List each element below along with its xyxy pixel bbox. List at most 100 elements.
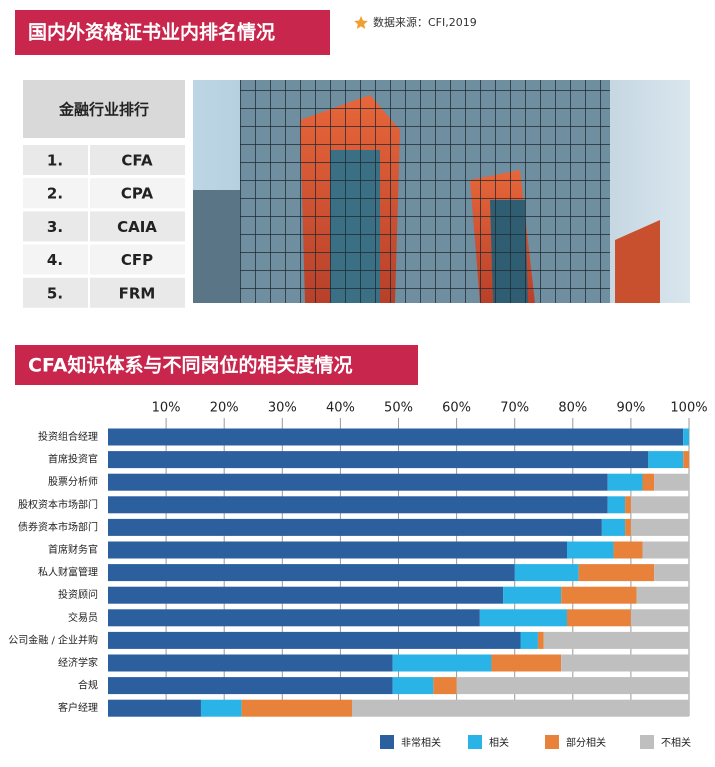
y-tick-label: 经济学家: [58, 656, 98, 669]
x-tick-label: 30%: [268, 401, 297, 416]
bar-segment: [654, 473, 689, 491]
photo: [193, 80, 690, 303]
bar-segment: [636, 586, 689, 604]
bar-segment: [108, 564, 515, 582]
bar-segment: [601, 518, 626, 536]
bar-segment: [543, 631, 689, 649]
banner: [15, 345, 418, 385]
bar-segment: [578, 564, 655, 582]
legend-swatch: [640, 735, 654, 749]
y-tick-label: 交易员: [68, 611, 98, 624]
rank-name: CPA: [121, 185, 154, 203]
bar-segment: [654, 564, 689, 582]
y-tick-label: 投资顾问: [58, 588, 98, 601]
bar-segment: [648, 451, 684, 469]
table-cell-bg: [90, 244, 185, 275]
bar-segment: [607, 473, 643, 491]
table-cell-bg: [90, 145, 185, 175]
bar-segment: [625, 518, 631, 536]
bar-segment: [630, 518, 689, 536]
x-tick-label: 100%: [670, 401, 707, 416]
banner-title: 国内外资格证书业内排名情况: [28, 21, 275, 44]
x-tick-label: 20%: [210, 401, 239, 416]
rank-number: 3.: [47, 218, 63, 236]
rank-name: FRM: [119, 284, 156, 302]
table-cell-bg: [90, 211, 185, 242]
bar-segment: [642, 541, 689, 559]
legend-swatch: [545, 735, 559, 749]
bar-segment: [503, 586, 562, 604]
y-tick-label: 客户经理: [58, 701, 98, 714]
bar-segment: [433, 677, 457, 695]
legend-swatch: [468, 735, 482, 749]
bar-segment: [108, 586, 504, 604]
y-tick-label: 首席投资官: [48, 453, 98, 466]
rank-name: CAIA: [117, 218, 157, 236]
x-tick-label: 60%: [442, 401, 471, 416]
table-cell-bg: [23, 244, 88, 275]
bar-segment: [683, 428, 689, 446]
bar-segment: [561, 654, 689, 672]
x-tick-label: 40%: [326, 401, 355, 416]
bar-segment: [108, 473, 608, 491]
rank-number: 4.: [47, 251, 63, 269]
bar-segment: [108, 541, 567, 559]
legend-swatch: [380, 735, 394, 749]
x-tick-label: 80%: [558, 401, 587, 416]
bar-segment: [392, 677, 434, 695]
table-cell-bg: [23, 211, 88, 242]
y-tick-label: 投资组合经理: [38, 430, 98, 443]
bar-segment: [108, 428, 684, 446]
bar-segment: [566, 609, 631, 627]
bar-segment: [108, 677, 393, 695]
bar-segment: [625, 496, 631, 514]
table-header: 金融行业排行: [58, 101, 149, 119]
bar-segment: [108, 699, 201, 717]
x-tick-label: 10%: [152, 401, 181, 416]
x-tick-label: 70%: [500, 401, 529, 416]
table-cell-bg: [90, 178, 185, 209]
bar-segment: [566, 541, 614, 559]
table-header-bg: [23, 80, 185, 138]
y-tick-label: 股权资本市场部门: [18, 498, 98, 511]
y-tick-label: 私人财富管理: [38, 566, 98, 579]
bar-segment: [561, 586, 637, 604]
rank-number: 1.: [47, 152, 63, 170]
legend-label: 不相关: [661, 736, 691, 749]
legend-label: 相关: [489, 736, 509, 749]
bar-segment: [514, 564, 579, 582]
bar-segment: [108, 451, 649, 469]
rank-name: CFP: [121, 251, 153, 269]
bar-segment: [108, 631, 521, 649]
bar-segment: [683, 451, 689, 469]
bar-segment: [607, 496, 626, 514]
source: 数据来源：CFI,2019: [373, 15, 477, 29]
x-tick-label: 50%: [384, 401, 413, 416]
bar-segment: [108, 496, 608, 514]
bar-segment: [520, 631, 538, 649]
bar-segment: [392, 654, 492, 672]
table-cell-bg: [23, 178, 88, 209]
rank-number: 2.: [47, 185, 63, 203]
table-cell-bg: [90, 277, 185, 308]
banner: [15, 10, 330, 55]
y-tick-label: 债券资本市场部门: [18, 520, 98, 533]
bar-segment: [613, 541, 643, 559]
bar-segment: [352, 699, 689, 717]
legend-label: 非常相关: [401, 736, 441, 749]
bar-segment: [108, 518, 602, 536]
bar-segment: [108, 654, 393, 672]
rank-number: 5.: [47, 284, 63, 302]
bar-segment: [241, 699, 353, 717]
legend-label: 部分相关: [566, 736, 606, 749]
table-cell-bg: [23, 277, 88, 308]
star-icon: [354, 16, 368, 29]
bar-segment: [491, 654, 562, 672]
bar-segment: [479, 609, 567, 627]
rank-name: CFA: [121, 152, 153, 170]
y-tick-label: 公司金融 / 企业并购: [8, 633, 98, 646]
bar-segment: [630, 609, 689, 627]
bar-segment: [108, 609, 480, 627]
bar-segment: [456, 677, 689, 695]
